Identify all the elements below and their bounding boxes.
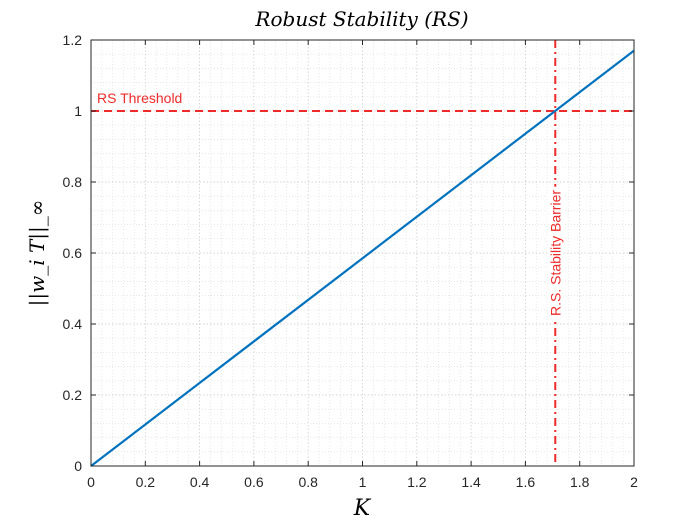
series-line <box>90 49 635 467</box>
y-tick-label: 0.4 <box>63 316 83 332</box>
x-tick-label: 1 <box>359 474 367 490</box>
x-axis-label: K <box>353 496 372 521</box>
reference-lines <box>91 40 634 466</box>
barrier-label-background <box>547 186 564 320</box>
y-tick-label: 0 <box>74 458 82 474</box>
tick-labels: 0 0.2 0.4 0.6 0.8 1 1.2 1.4 1.6 1.8 2 0 0.2 0.4 0.6 0.8… <box>63 32 639 490</box>
ticks <box>90 39 635 467</box>
y-tick-label: 0.2 <box>63 387 83 403</box>
rs-stability-barrier-label: R.S. Stability Barrier <box>547 190 563 316</box>
x-tick-label: 2 <box>630 474 638 490</box>
x-tick-label: 0.6 <box>244 474 264 490</box>
rs-threshold-label: RS Threshold <box>97 90 182 106</box>
x-tick-label: 0.4 <box>190 474 210 490</box>
y-tick-label: 1.2 <box>63 32 83 48</box>
y-axis-label: ||w_i T||_∞ <box>25 200 50 307</box>
x-tick-label: 0 <box>87 474 95 490</box>
x-tick-label: 1.2 <box>407 474 427 490</box>
chart-title: Robust Stability (RS) <box>254 7 468 31</box>
y-tick-label: 1 <box>74 103 82 119</box>
x-tick-label: 1.8 <box>570 474 590 490</box>
x-tick-label: 0.2 <box>136 474 156 490</box>
x-tick-label: 0.8 <box>298 474 318 490</box>
y-tick-label: 0.6 <box>63 245 83 261</box>
series-layer <box>90 49 635 467</box>
y-tick-label: 0.8 <box>63 174 83 190</box>
x-tick-label: 1.6 <box>516 474 536 490</box>
x-tick-label: 1.4 <box>461 474 481 490</box>
